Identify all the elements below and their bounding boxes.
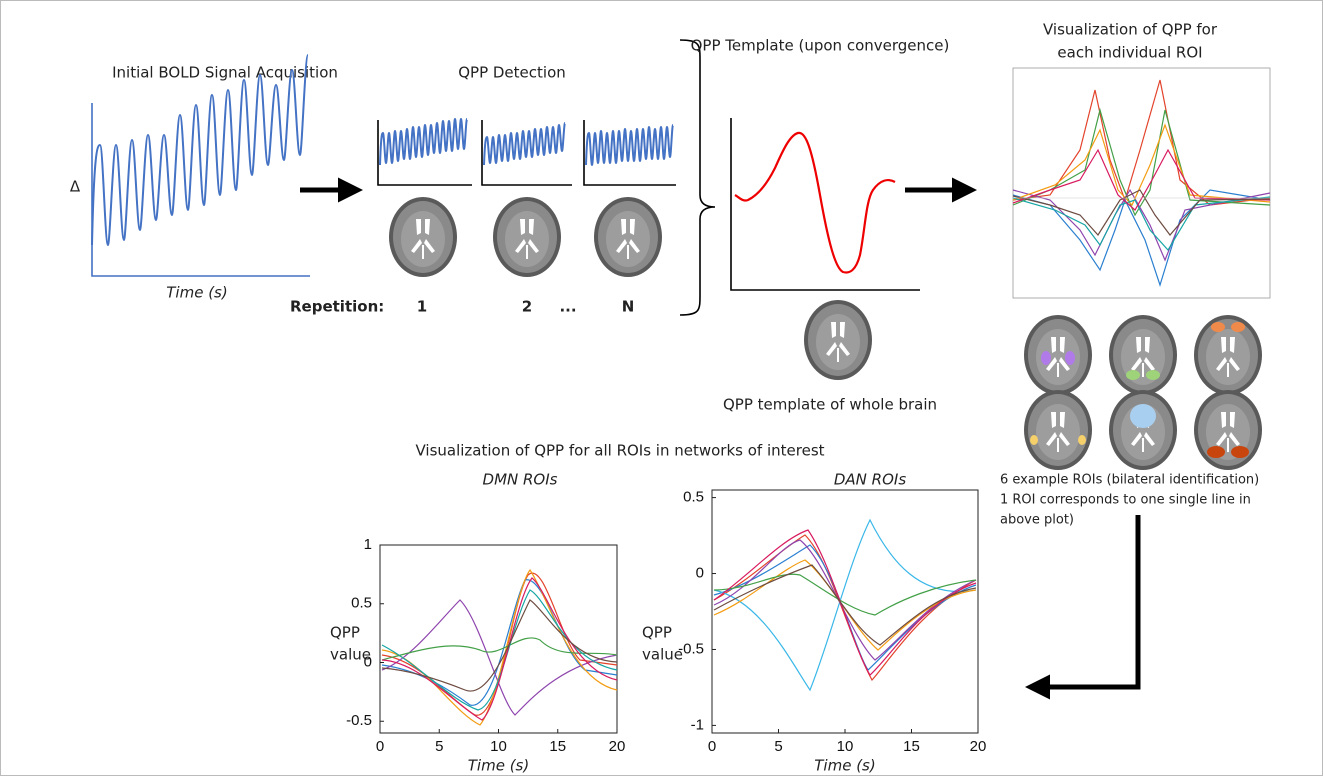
roi-title: each individual ROI: [1057, 44, 1202, 62]
chart-title: DMN ROIs: [483, 471, 558, 489]
repetition-number: N: [622, 298, 635, 316]
bracket: [680, 40, 715, 315]
chart-title: DAN ROIs: [834, 471, 906, 489]
roi-title: Visualization of QPP for: [1043, 21, 1218, 39]
figure: Initial BOLD Signal Acquisition Δ Time (…: [0, 0, 1323, 776]
x-tick-label: 20: [609, 738, 626, 755]
acquisition-y-label: Δ: [70, 178, 81, 196]
y-axis-label: QPP: [642, 624, 672, 642]
x-tick-label: 5: [435, 738, 443, 755]
roi-caption: 1 ROI corresponds to one single line in: [1000, 493, 1251, 508]
y-tick-label: 0.5: [351, 595, 372, 612]
brain: [594, 197, 662, 277]
detection-plots: [378, 119, 676, 185]
x-tick-label: 0: [708, 738, 716, 755]
x-tick-label: 5: [774, 738, 782, 755]
plot-area: [380, 545, 617, 733]
repetition-label: Repetition:: [290, 298, 384, 316]
y-tick-label: -1: [691, 716, 704, 733]
x-tick-label: 20: [970, 738, 987, 755]
acquisition-title: Initial BOLD Signal Acquisition: [112, 64, 338, 82]
roi-brains: [1024, 315, 1262, 470]
y-tick-label: -0.5: [678, 640, 704, 657]
detection-title: QPP Detection: [458, 64, 566, 82]
roi-caption: above plot): [1000, 513, 1074, 528]
roi-caption: 6 example ROIs (bilateral identification…: [1000, 473, 1259, 488]
x-axis-label: Time (s): [814, 757, 875, 775]
bold-signal: [92, 55, 308, 245]
repetition-number: 2: [522, 298, 532, 316]
y-tick-label: 1: [364, 536, 372, 553]
template-curve: [735, 133, 895, 273]
x-tick-label: 10: [490, 738, 507, 755]
brain: [389, 197, 457, 277]
y-axis-label: value: [642, 646, 683, 664]
template-caption: QPP template of whole brain: [723, 396, 937, 414]
repetition-number: 1: [417, 298, 427, 316]
x-tick-label: 15: [903, 738, 920, 755]
x-axis-label: Time (s): [468, 757, 529, 775]
y-tick-label: 0: [696, 565, 704, 582]
networks-title: Visualization of QPP for all ROIs in net…: [415, 442, 824, 460]
x-tick-label: 0: [376, 738, 384, 755]
template-title: QPP Template (upon convergence): [691, 37, 950, 55]
repetition-number: ...: [559, 298, 576, 316]
y-tick-label: 0: [364, 653, 372, 670]
template-axes: [731, 118, 920, 290]
y-axis-label: QPP: [330, 624, 360, 642]
brain: [493, 197, 561, 277]
arrow: [1030, 515, 1138, 687]
roi-plot: [1013, 68, 1270, 298]
x-tick-label: 15: [549, 738, 566, 755]
acquisition-x-label: Time (s): [166, 284, 227, 302]
y-tick-label: -0.5: [346, 712, 372, 729]
brain: [804, 300, 872, 380]
x-tick-label: 10: [837, 738, 854, 755]
y-tick-label: 0.5: [683, 489, 704, 506]
